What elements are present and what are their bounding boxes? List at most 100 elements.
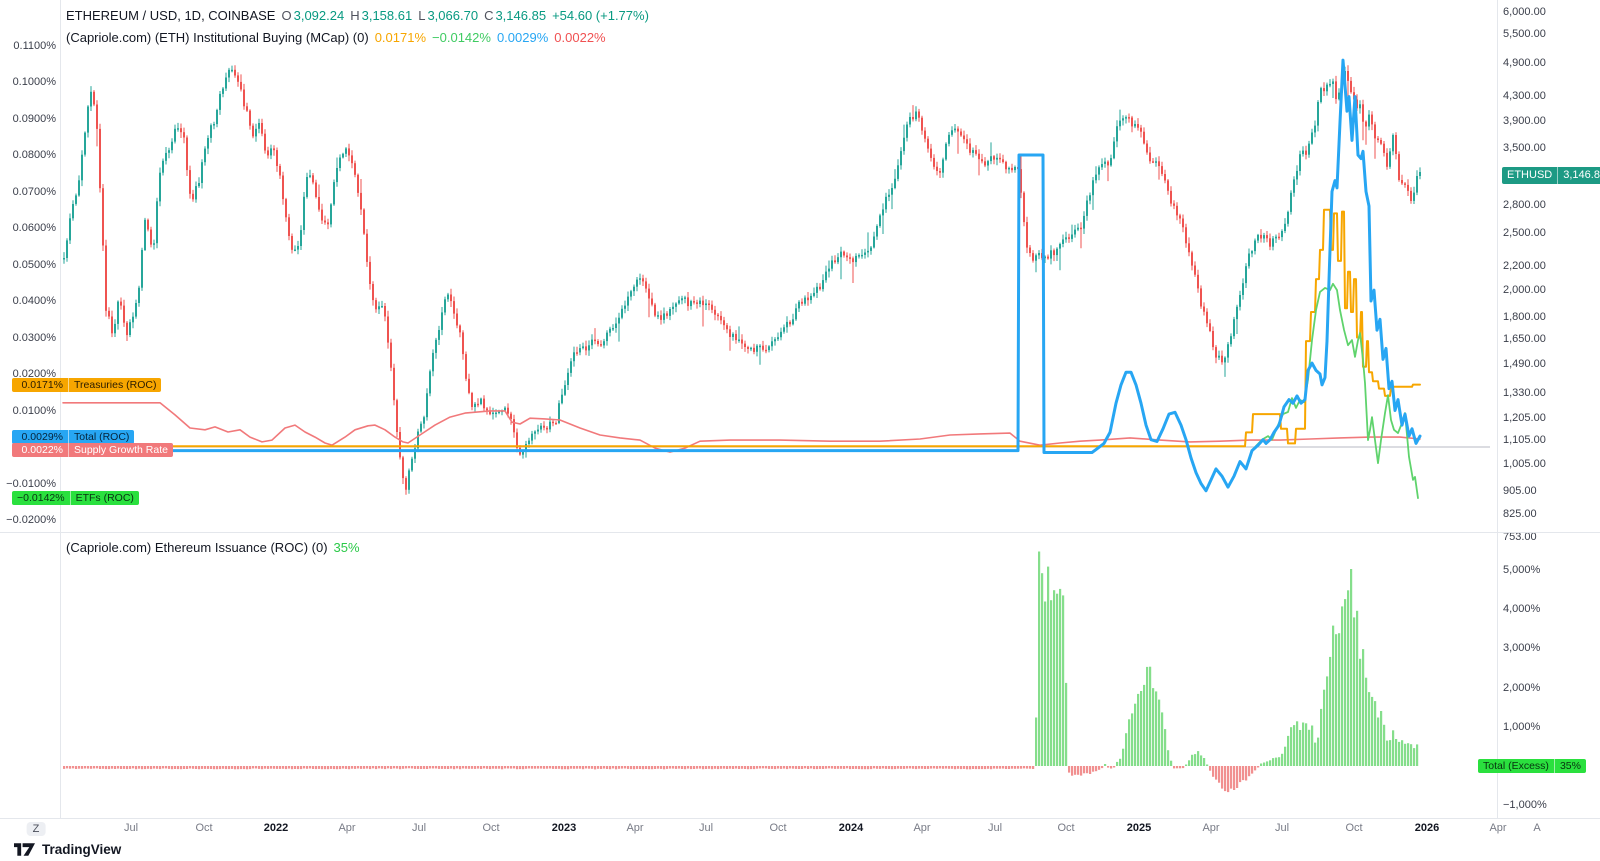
time-tick-year: 2026	[1414, 822, 1440, 834]
left-scale-border	[60, 0, 61, 818]
price-tick: 1,490.00	[1503, 358, 1546, 371]
issuance-pct-tick: 1,000%	[1503, 720, 1541, 733]
issuance-pct-tick: 4,000%	[1503, 603, 1541, 616]
time-tick: Apr	[1202, 822, 1220, 834]
price-tick: 2,000.00	[1503, 283, 1546, 296]
time-tick: Oct	[1345, 822, 1363, 834]
ohlc-low: L 3,066.70	[418, 8, 479, 23]
pct-tick: 0.1000%	[12, 76, 56, 88]
ohlc-open: O 3,092.24	[281, 8, 345, 23]
pct-tick: 0.0500%	[12, 258, 56, 271]
time-tick-year: 2022	[263, 822, 289, 834]
supply-value: 0.0022%	[554, 30, 606, 45]
left-scale-badge-supply-growth-rate-cell: Supply Growth Rate	[68, 443, 173, 457]
price-tick: 2,200.00	[1503, 259, 1546, 272]
left-scale-badge-etfs-roc-cell: ETFs (ROC)	[69, 491, 139, 505]
issuance-pct-tick: −1,000%	[1503, 799, 1547, 812]
time-tick: Jul	[987, 822, 1003, 834]
price-tick: 905.00	[1503, 484, 1537, 497]
issuance-pct-tick: 2,000%	[1503, 681, 1541, 694]
left-scale-badge-etfs-roc-cell: −0.0142%	[17, 491, 65, 504]
left-scale-badge-treasuries-roc-cell: Treasuries (ROC)	[68, 378, 161, 392]
ethusd-price-badge-cell: 3,146.85	[1557, 166, 1600, 184]
total-excess-badge-cell: 35%	[1553, 759, 1586, 773]
pct-tick: 0.0100%	[12, 404, 56, 417]
pct-tick: 0.1100%	[13, 39, 56, 52]
etfs-value: −0.0142%	[432, 30, 491, 45]
price-tick: 2,500.00	[1503, 227, 1546, 240]
left-scale-badge-supply-growth-rate-cell: 0.0022%	[21, 443, 63, 456]
issuance-legend-row[interactable]: (Capriole.com) Ethereum Issuance (ROC) (…	[66, 540, 360, 555]
pct-tick: −0.0200%	[6, 514, 56, 526]
pane-divider[interactable]	[0, 532, 1600, 533]
time-tick-year: 2024	[838, 822, 864, 834]
pct-tick: 0.0700%	[12, 185, 56, 198]
price-change: +54.60 (+1.77%)	[552, 8, 649, 23]
time-tick: Jul	[123, 822, 139, 834]
time-axis-border	[0, 818, 1600, 819]
price-tick: 753.00	[1503, 531, 1537, 544]
time-tick: Oct	[769, 822, 787, 834]
ohlc-high: H 3,158.61	[350, 8, 413, 23]
left-scale-badge-etfs-roc: −0.0142% ETFs (ROC)	[12, 491, 139, 505]
ethusd-price-badge: ETHUSD 3,146.85	[1502, 166, 1600, 184]
price-tick: 1,205.00	[1503, 412, 1546, 425]
left-scale-badge-total-roc-cell: 0.0029%	[21, 430, 63, 443]
time-tick-year: 2025	[1126, 822, 1152, 834]
price-tick: 4,300.00	[1503, 90, 1546, 103]
time-tick: Apr	[913, 822, 931, 834]
symbol-legend-row[interactable]: ETHEREUM / USD, 1D, COINBASE O 3,092.24 …	[66, 8, 649, 23]
left-scale-badge-treasuries-roc: 0.0171% Treasuries (ROC)	[12, 378, 162, 392]
price-tick: 6,000.00	[1503, 6, 1546, 18]
price-tick: 1,105.00	[1503, 434, 1546, 446]
pct-tick: 0.0300%	[12, 331, 56, 344]
left-scale-badge-total-roc-cell: Total (ROC)	[68, 430, 134, 444]
time-tick: Jul	[698, 822, 714, 834]
left-scale-badge-supply-growth-rate: 0.0022% Supply Growth Rate	[12, 443, 173, 457]
time-tick-year: 2023	[551, 822, 577, 834]
pct-tick: 0.0600%	[12, 222, 56, 234]
pct-tick: 0.0800%	[12, 149, 56, 161]
tradingview-logo-icon	[14, 843, 35, 856]
price-tick: 825.00	[1503, 507, 1537, 520]
time-tick: Oct	[482, 822, 500, 834]
pct-tick: 0.0400%	[12, 295, 56, 307]
time-tick: Oct	[1057, 822, 1075, 834]
ohlc-close: C 3,146.85	[484, 8, 547, 23]
time-tick: A	[1533, 822, 1541, 834]
total-excess-badge: Total (Excess) 35%	[1478, 759, 1586, 773]
tradingview-logo[interactable]: TradingView	[14, 842, 121, 857]
tradingview-brand-text: TradingView	[42, 842, 122, 857]
pct-tick: 0.0900%	[12, 112, 56, 125]
time-tick: Oct	[195, 822, 213, 834]
indicator-legend-row[interactable]: (Capriole.com) (ETH) Institutional Buyin…	[66, 30, 606, 45]
time-tick: Z	[26, 822, 46, 836]
left-scale-badge-treasuries-roc-cell: 0.0171%	[21, 378, 63, 391]
pct-tick: 0.0200%	[12, 368, 56, 380]
price-tick: 3,500.00	[1503, 142, 1546, 155]
indicator-title[interactable]: (Capriole.com) (ETH) Institutional Buyin…	[66, 30, 369, 45]
total-excess-badge-cell: Total (Excess)	[1483, 759, 1549, 772]
price-tick: 4,900.00	[1503, 57, 1546, 70]
price-tick: 1,005.00	[1503, 458, 1546, 470]
left-scale-badge-total-roc: 0.0029% Total (ROC)	[12, 430, 135, 444]
issuance-title[interactable]: (Capriole.com) Ethereum Issuance (ROC) (…	[66, 540, 328, 555]
price-tick: 2,800.00	[1503, 198, 1546, 211]
price-tick: 1,650.00	[1503, 332, 1546, 345]
issuance-value: 35%	[333, 540, 360, 555]
issuance-pct-tick: 3,000%	[1503, 642, 1541, 655]
symbol-title[interactable]: ETHEREUM / USD, 1D, COINBASE	[66, 8, 276, 23]
pct-tick: −0.0100%	[6, 477, 56, 490]
price-tick: 5,500.00	[1503, 28, 1546, 40]
time-tick: Jul	[411, 822, 427, 834]
right-scale-border	[1497, 0, 1498, 818]
price-tick: 1,330.00	[1503, 387, 1546, 400]
time-tick: Apr	[1489, 822, 1507, 834]
ethusd-price-badge-cell: ETHUSD	[1507, 168, 1553, 181]
price-tick: 1,800.00	[1503, 310, 1546, 323]
time-tick: Jul	[1274, 822, 1290, 834]
time-tick: Apr	[338, 822, 356, 834]
time-tick: Apr	[626, 822, 644, 834]
